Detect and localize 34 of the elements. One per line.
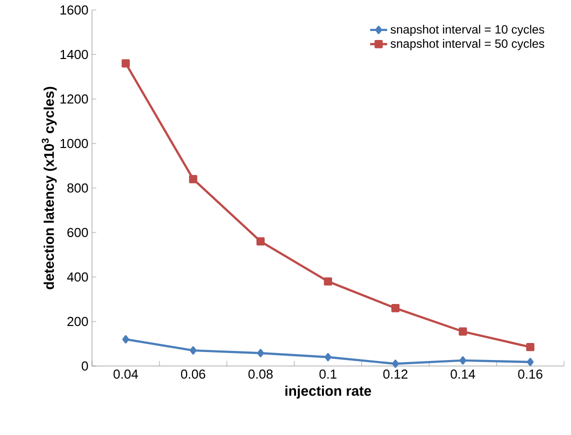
point xyxy=(460,356,466,365)
point xyxy=(392,360,399,368)
x-tick-label: 0.1 xyxy=(319,370,336,379)
y-tick-label: 400 xyxy=(67,272,88,282)
y-tick-label: 1400 xyxy=(60,50,88,60)
x-tick-label: 0.12 xyxy=(383,370,408,379)
point xyxy=(189,175,198,184)
x-tick-label: 0.06 xyxy=(181,370,206,379)
point xyxy=(122,335,130,344)
x-tick-label: 0.14 xyxy=(450,370,476,379)
point xyxy=(257,348,264,358)
point xyxy=(391,304,400,312)
x-tick-label: 0.16 xyxy=(518,370,542,379)
point xyxy=(324,353,332,362)
point xyxy=(526,358,534,366)
y-tick-label: 800 xyxy=(67,183,88,193)
point xyxy=(122,59,130,68)
x-tick-label: 0.04 xyxy=(114,370,138,379)
y-tick-label: 0 xyxy=(82,361,88,371)
point xyxy=(256,237,265,246)
y-tick-label: 600 xyxy=(67,228,88,238)
x-axis-title: injection rate xyxy=(285,386,372,399)
y-tick-label: 1600 xyxy=(60,5,88,15)
point xyxy=(324,277,332,286)
y-tick-label: 1200 xyxy=(60,94,88,104)
y-axis-title: detection latency (x10$^{3}$ cycles) xyxy=(42,86,57,290)
point xyxy=(190,346,196,355)
y-tick-label: 1000 xyxy=(60,138,88,148)
legend-label: snapshot interval = 10 cycles xyxy=(390,24,544,36)
point xyxy=(458,327,467,336)
legend-label: snapshot interval = 50 cycles xyxy=(390,39,544,50)
x-tick-label: 0.08 xyxy=(248,370,273,379)
point xyxy=(526,342,534,352)
y-tick-label: 200 xyxy=(67,316,88,326)
